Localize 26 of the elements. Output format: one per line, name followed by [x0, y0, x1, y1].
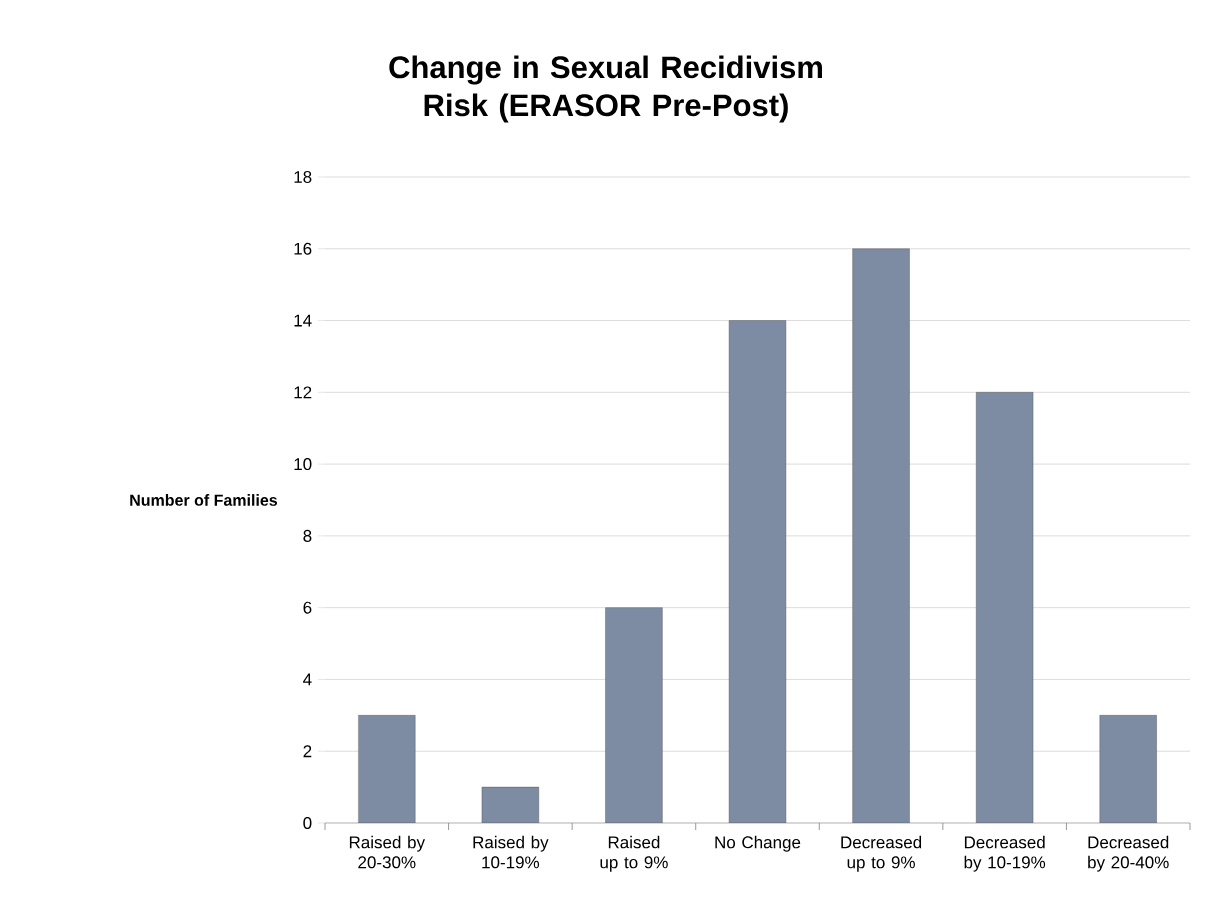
y-tick-label: 6: [303, 601, 312, 614]
bar: [481, 786, 539, 823]
x-tick-label: Decreased by 10-19%: [964, 835, 1046, 872]
y-tick-label: 16: [294, 242, 312, 255]
y-tick-label: 8: [303, 529, 312, 542]
x-tick-label: Raised by 20-30%: [349, 835, 426, 869]
y-axis-title: Number of Families: [130, 494, 278, 506]
y-tick-label: 14: [294, 314, 312, 327]
chart-title: Change in Sexual Recidivism Risk (ERASOR Pre-Post): [389, 55, 822, 123]
x-tick-label: Decreased by 20-40%: [1088, 835, 1169, 872]
x-tick-label: Raised up to 9%: [600, 835, 668, 872]
bar: [358, 715, 416, 823]
bar: [728, 320, 787, 823]
bar: [605, 607, 663, 823]
bar: [976, 392, 1034, 823]
y-tick-label: 2: [303, 745, 312, 758]
y-tick-label: 18: [294, 170, 312, 184]
bar: [852, 248, 910, 823]
x-tick-label: Raised by 10-19%: [473, 835, 549, 869]
y-tick-label: 12: [294, 386, 312, 399]
bar: [1099, 715, 1157, 823]
x-tick-label: No Change: [715, 835, 801, 852]
y-tick-label: 10: [294, 458, 312, 471]
y-tick-label: 0: [303, 816, 312, 830]
x-tick-label: Decreased up to 9%: [841, 835, 922, 872]
y-tick-label: 4: [303, 673, 312, 686]
